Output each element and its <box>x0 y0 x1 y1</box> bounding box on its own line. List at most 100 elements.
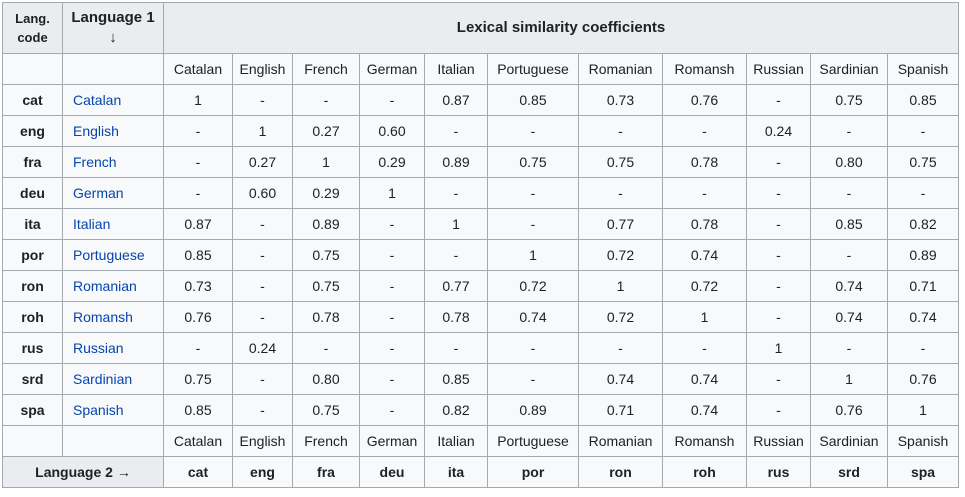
table-row-fra: fra French -0.27 1 0.29 0.89 0.75 0.75 0.78-0.80… <box>2 146 960 178</box>
footer-code-deu: deu <box>359 456 425 488</box>
empty-cell <box>2 425 63 457</box>
row-code-cell: fra <box>2 146 63 178</box>
value-cell: - <box>746 239 811 271</box>
table-row-ita: ita Italian 0.87-0.89-1-0.77 0.78-0.85 0.82 <box>2 208 960 240</box>
value-cell: 1 <box>810 363 888 395</box>
value-cell: 0.80 <box>810 146 888 178</box>
lexical-similarity-table: Lang. code Language 1 ↓ Lexical similari… <box>2 2 960 488</box>
value-cell: 0.72 <box>662 270 747 302</box>
value-cell: 0.27 <box>232 146 293 178</box>
language-link[interactable]: Romanian <box>73 278 137 294</box>
row-language-cell: Romanian <box>62 270 164 302</box>
value-cell: 0.74 <box>662 239 747 271</box>
lang-code-header-line1: Lang. <box>15 11 50 26</box>
language-link[interactable]: Spanish <box>73 402 124 418</box>
value-cell: 0.78 <box>662 146 747 178</box>
value-cell: 0.78 <box>292 301 360 333</box>
footer-code-roh: roh <box>662 456 747 488</box>
value-cell: - <box>487 177 579 209</box>
value-cell: - <box>886 115 960 147</box>
value-cell: - <box>746 177 811 209</box>
value-cell: - <box>292 84 360 116</box>
value-cell: 0.74 <box>662 363 747 395</box>
value-cell: - <box>232 208 293 240</box>
value-cell: - <box>424 239 488 271</box>
footer-code-spa: spa <box>886 456 960 488</box>
language-link[interactable]: English <box>73 123 119 139</box>
value-cell: - <box>163 332 233 364</box>
value-cell: 0.78 <box>662 208 747 240</box>
language-link[interactable]: Romansh <box>73 309 133 325</box>
row-language-cell: Portuguese <box>62 239 164 271</box>
language-link[interactable]: Catalan <box>73 92 122 108</box>
value-cell: 0.73 <box>578 84 663 116</box>
footer-code-fra: fra <box>292 456 360 488</box>
value-cell: - <box>578 177 663 209</box>
row-code-cell: srd <box>2 363 63 395</box>
value-cell: 0.80 <box>292 363 360 395</box>
value-cell: 0.77 <box>578 208 663 240</box>
language-link[interactable]: Portuguese <box>73 247 145 263</box>
value-cell: 1 <box>662 301 747 333</box>
value-cell: 0.85 <box>163 239 233 271</box>
language-link[interactable]: Italian <box>73 216 111 232</box>
table-row-eng: eng English -1 0.27 0.60- - - -0.24- - <box>2 115 960 147</box>
language-link[interactable]: French <box>73 154 117 170</box>
value-cell: - <box>487 363 579 395</box>
value-cell: - <box>886 177 960 209</box>
footer-code-ron: ron <box>578 456 663 488</box>
value-cell: 0.82 <box>424 394 488 426</box>
value-cell: 0.74 <box>886 301 960 333</box>
language-link[interactable]: German <box>73 185 124 201</box>
value-cell: 1 <box>292 146 360 178</box>
footer-column-header-ron: Romanian <box>578 425 663 457</box>
table-row-spa: spa Spanish 0.85-0.75-0.82 0.89 0.71 0.74-0.7… <box>2 394 960 426</box>
language-link[interactable]: Russian <box>73 340 124 356</box>
value-cell: - <box>746 146 811 178</box>
table-row-srd: srd Sardinian 0.75-0.80-0.85-0.74 0.74-1 0.7… <box>2 363 960 395</box>
value-cell: 0.85 <box>163 394 233 426</box>
footer-column-header-por: Portuguese <box>487 425 579 457</box>
value-cell: 0.29 <box>292 177 360 209</box>
value-cell: 0.87 <box>163 208 233 240</box>
column-header-cat: Catalan <box>163 53 233 85</box>
value-cell: 0.76 <box>163 301 233 333</box>
value-cell: 0.76 <box>810 394 888 426</box>
value-cell: - <box>232 363 293 395</box>
value-cell: - <box>359 332 425 364</box>
header-row-main: Lang. code Language 1 ↓ Lexical similari… <box>2 2 960 54</box>
empty-cell <box>62 425 164 457</box>
value-cell: 0.72 <box>578 301 663 333</box>
language-link[interactable]: Sardinian <box>73 371 133 387</box>
value-cell: 0.74 <box>662 394 747 426</box>
lang-code-header-line2: code <box>17 30 48 45</box>
footer-column-header-rus: Russian <box>746 425 811 457</box>
value-cell: 0.75 <box>292 270 360 302</box>
row-language-cell: Russian <box>62 332 164 364</box>
value-cell: - <box>232 301 293 333</box>
language1-header: Language 1 ↓ <box>62 2 164 54</box>
value-cell: 1 <box>163 84 233 116</box>
row-language-cell: English <box>62 115 164 147</box>
value-cell: 0.75 <box>163 363 233 395</box>
column-header-rus: Russian <box>746 53 811 85</box>
value-cell: 0.75 <box>487 146 579 178</box>
footer-column-header-deu: German <box>359 425 425 457</box>
value-cell: 0.87 <box>424 84 488 116</box>
footer-column-header-cat: Catalan <box>163 425 233 457</box>
value-cell: 0.72 <box>487 270 579 302</box>
value-cell: 0.74 <box>810 301 888 333</box>
table-row-roh: roh Romansh 0.76-0.78-0.78 0.74 0.72 1-0.74 0.… <box>2 301 960 333</box>
value-cell: - <box>163 115 233 147</box>
value-cell: 0.75 <box>886 146 960 178</box>
value-cell: 0.75 <box>810 84 888 116</box>
row-language-cell: Catalan <box>62 84 164 116</box>
empty-cell <box>2 53 63 85</box>
value-cell: - <box>746 363 811 395</box>
value-cell: - <box>232 84 293 116</box>
column-header-spa: Spanish <box>886 53 960 85</box>
value-cell: 0.85 <box>886 84 960 116</box>
value-cell: - <box>886 332 960 364</box>
coefficients-header: Lexical similarity coefficients <box>162 2 960 54</box>
value-cell: 0.24 <box>746 115 811 147</box>
